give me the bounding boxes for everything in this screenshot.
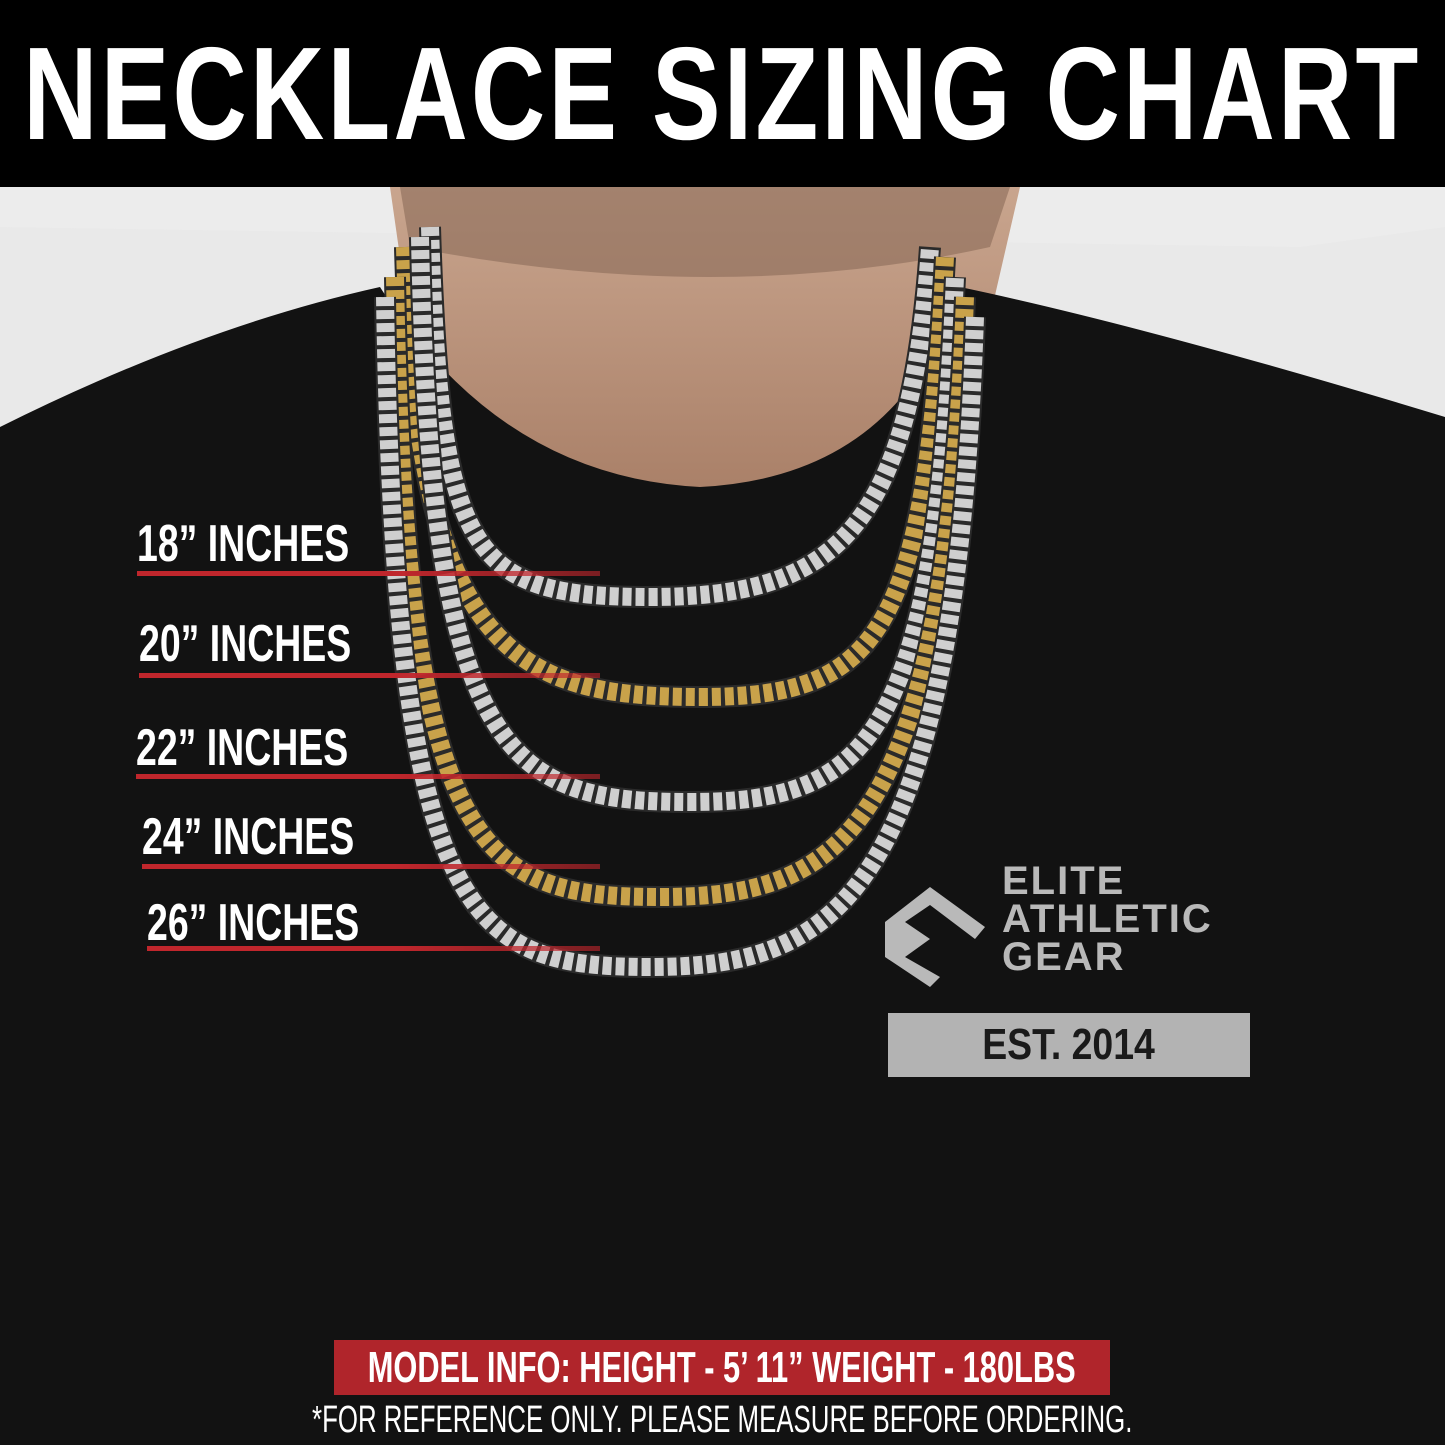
size-label: 20” INCHES xyxy=(139,615,352,673)
shirt xyxy=(0,287,1445,1445)
size-label: 26” INCHES xyxy=(147,894,360,952)
model-photo xyxy=(0,187,1445,1445)
logo-mark xyxy=(885,887,985,987)
est-text: EST. 2014 xyxy=(982,1020,1156,1069)
chain-gold xyxy=(386,276,974,907)
size-label: 24” INCHES xyxy=(142,808,355,866)
logo-line: ELITE xyxy=(1002,859,1126,903)
chain-silver xyxy=(411,236,964,812)
chain-silver xyxy=(376,296,984,977)
size-label: 18” INCHES xyxy=(137,515,350,573)
header-banner: NECKLACE SIZING CHART xyxy=(0,0,1445,187)
chains xyxy=(374,226,986,979)
disclaimer-text: *FOR REFERENCE ONLY. PLEASE MEASURE BEFO… xyxy=(312,1398,1133,1441)
size-marker-line xyxy=(137,571,600,576)
size-marker-line xyxy=(147,946,600,951)
logo-line: GEAR xyxy=(1002,935,1126,979)
size-marker-line xyxy=(142,864,600,869)
model-info-text: MODEL INFO: HEIGHT - 5’ 11” WEIGHT - 180… xyxy=(368,1342,1076,1392)
chain-silver xyxy=(421,226,939,607)
model-info-banner: MODEL INFO: HEIGHT - 5’ 11” WEIGHT - 180… xyxy=(334,1340,1110,1395)
size-marker-line xyxy=(139,673,600,678)
disclaimer: *FOR REFERENCE ONLY. PLEASE MEASURE BEFO… xyxy=(300,1398,1145,1442)
page-title: NECKLACE SIZING CHART xyxy=(23,19,1422,167)
logo-line: ATHLETIC xyxy=(1002,897,1213,941)
size-label: 22” INCHES xyxy=(136,719,349,777)
size-marker-line xyxy=(136,774,600,779)
est-badge: EST. 2014 xyxy=(888,1013,1250,1077)
